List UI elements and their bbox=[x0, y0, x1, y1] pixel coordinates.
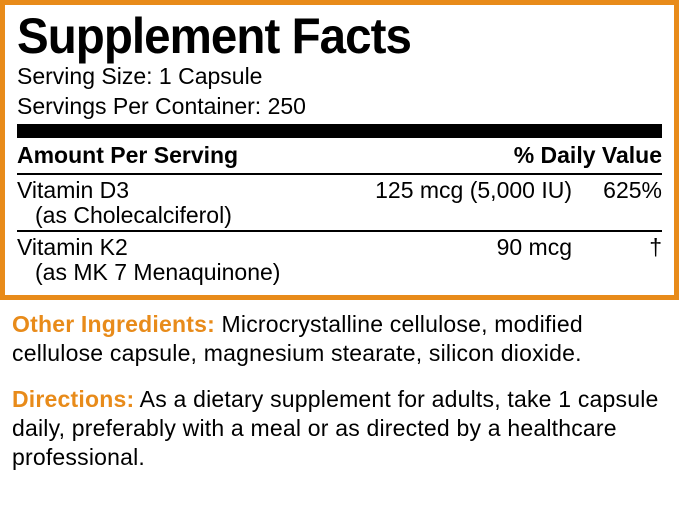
directions-section: Directions: As a dietary supplement for … bbox=[0, 367, 679, 471]
nutrient-dv: † bbox=[572, 234, 662, 262]
panel-title: Supplement Facts bbox=[17, 11, 630, 61]
nutrient-amount: 90 mcg bbox=[320, 234, 572, 262]
directions-label: Directions: bbox=[12, 386, 134, 412]
thin-divider bbox=[17, 230, 662, 232]
thin-divider bbox=[17, 173, 662, 175]
other-ingredients-section: Other Ingredients: Microcrystalline cell… bbox=[0, 300, 679, 368]
header-daily-value: % Daily Value bbox=[514, 142, 662, 169]
thick-divider bbox=[17, 124, 662, 138]
supplement-facts-panel: Supplement Facts Serving Size: 1 Capsule… bbox=[0, 0, 679, 300]
nutrient-dv: 625% bbox=[572, 177, 662, 205]
nutrient-amount: 125 mcg (5,000 IU) bbox=[320, 177, 572, 205]
table-header-row: Amount Per Serving % Daily Value bbox=[17, 140, 662, 171]
other-ingredients-label: Other Ingredients: bbox=[12, 311, 215, 337]
nutrient-subtext: (as MK 7 Menaquinone) bbox=[17, 260, 662, 285]
serving-size: Serving Size: 1 Capsule bbox=[17, 63, 662, 91]
servings-per-container: Servings Per Container: 250 bbox=[17, 93, 662, 121]
nutrient-row: Vitamin K2 90 mcg † bbox=[17, 234, 662, 262]
header-amount-per-serving: Amount Per Serving bbox=[17, 142, 514, 169]
nutrient-row: Vitamin D3 125 mcg (5,000 IU) 625% bbox=[17, 177, 662, 205]
nutrient-subtext: (as Cholecalciferol) bbox=[17, 203, 662, 228]
nutrient-name: Vitamin K2 bbox=[17, 234, 320, 262]
nutrient-name: Vitamin D3 bbox=[17, 177, 320, 205]
